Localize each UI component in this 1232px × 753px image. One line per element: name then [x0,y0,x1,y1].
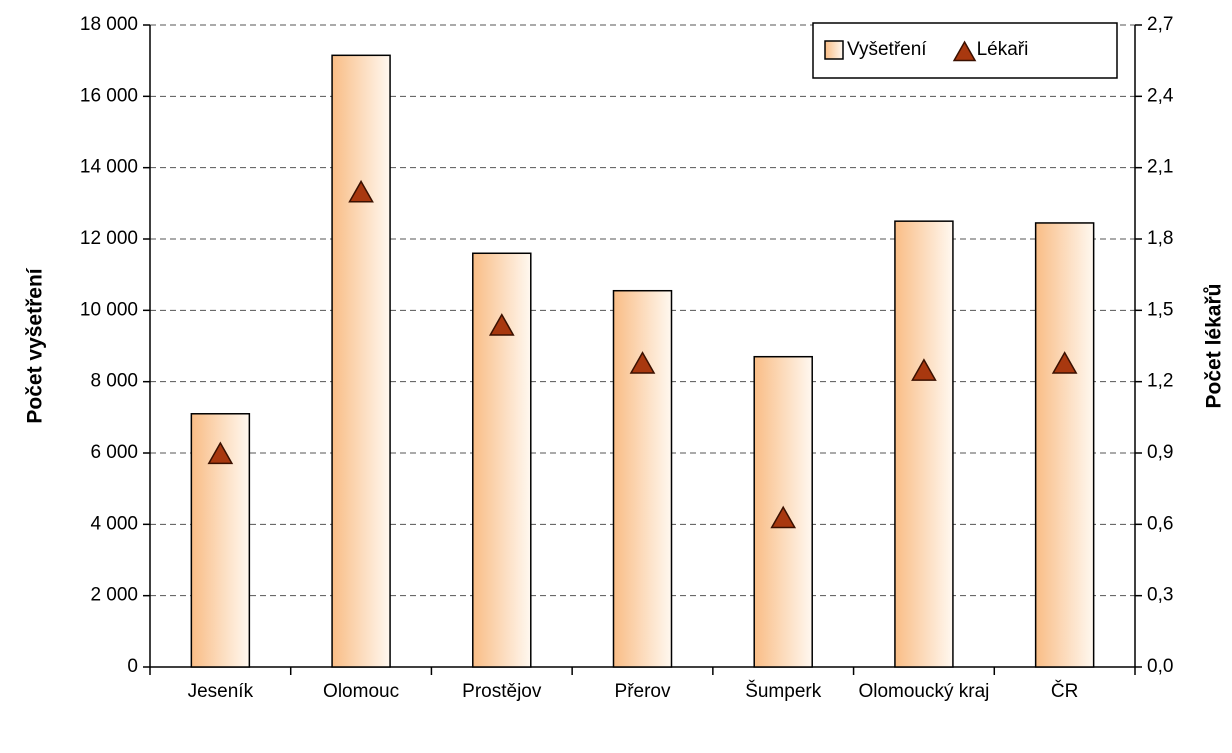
y-tick-label: 16 000 [80,85,138,106]
bar [331,54,391,668]
bar [894,220,954,668]
marker [1051,351,1078,374]
x-tick-label: Šumperk [745,681,822,702]
y2-tick-label: 0,0 [1147,656,1173,677]
y2-tick-label: 2,4 [1147,85,1174,106]
legend-label: Vyšetření [847,39,927,60]
x-tick-label-box: Přerov [614,681,671,702]
marker [348,179,374,203]
x-tick-label-box: Olomoucký kraj [858,681,990,702]
y2-tick-label: 0,9 [1147,442,1173,463]
y-axis-title: Počet vyšetření [24,267,47,423]
marker [629,351,656,374]
y-tick-label: 18 000 [80,14,138,35]
x-tick-label-box: Olomouc [323,681,400,702]
y2-tick-label: 1,8 [1147,228,1173,249]
legend-label: Lékaři [977,39,1029,60]
y2-tick-label: 1,5 [1147,299,1173,320]
y2-tick-label: 0,6 [1147,513,1173,534]
y-tick-label: 14 000 [80,157,138,178]
y2-tick-label: 2,7 [1147,14,1173,35]
marker [488,313,515,336]
y2-tick-label: 2,1 [1147,157,1173,178]
marker [911,358,937,381]
bar [1034,222,1095,668]
y-tick-label: 6 000 [90,442,138,463]
legend-swatch [952,40,977,62]
bar [612,289,673,668]
x-tick-label: Prostějov [462,681,542,702]
y-tick-label: 2 000 [90,585,138,606]
x-tick-label-box: ČR [1050,681,1079,702]
y-tick-label: 0 [127,656,138,677]
x-tick-label: Olomouc [323,681,400,702]
legend-swatch [824,40,844,60]
y2-tick-label: 1,2 [1147,371,1173,392]
x-tick-label: Přerov [614,681,671,702]
x-tick-label-box: Prostějov [462,681,542,702]
y2-axis-title: Počet lékařů [1203,284,1226,409]
x-tick-label: Jeseník [187,681,254,702]
marker [770,505,797,529]
y-tick-label: 8 000 [90,371,138,392]
y-tick-label: 4 000 [90,513,138,534]
x-tick-label: ČR [1050,681,1079,702]
marker [207,441,234,465]
y2-tick-label: 0,3 [1147,585,1173,606]
x-tick-label-box: Šumperk [745,681,822,702]
y-tick-label: 12 000 [80,228,138,249]
x-tick-label-box: Jeseník [187,681,254,702]
x-tick-label: Olomoucký kraj [858,681,990,702]
y-tick-label: 10 000 [80,299,138,320]
